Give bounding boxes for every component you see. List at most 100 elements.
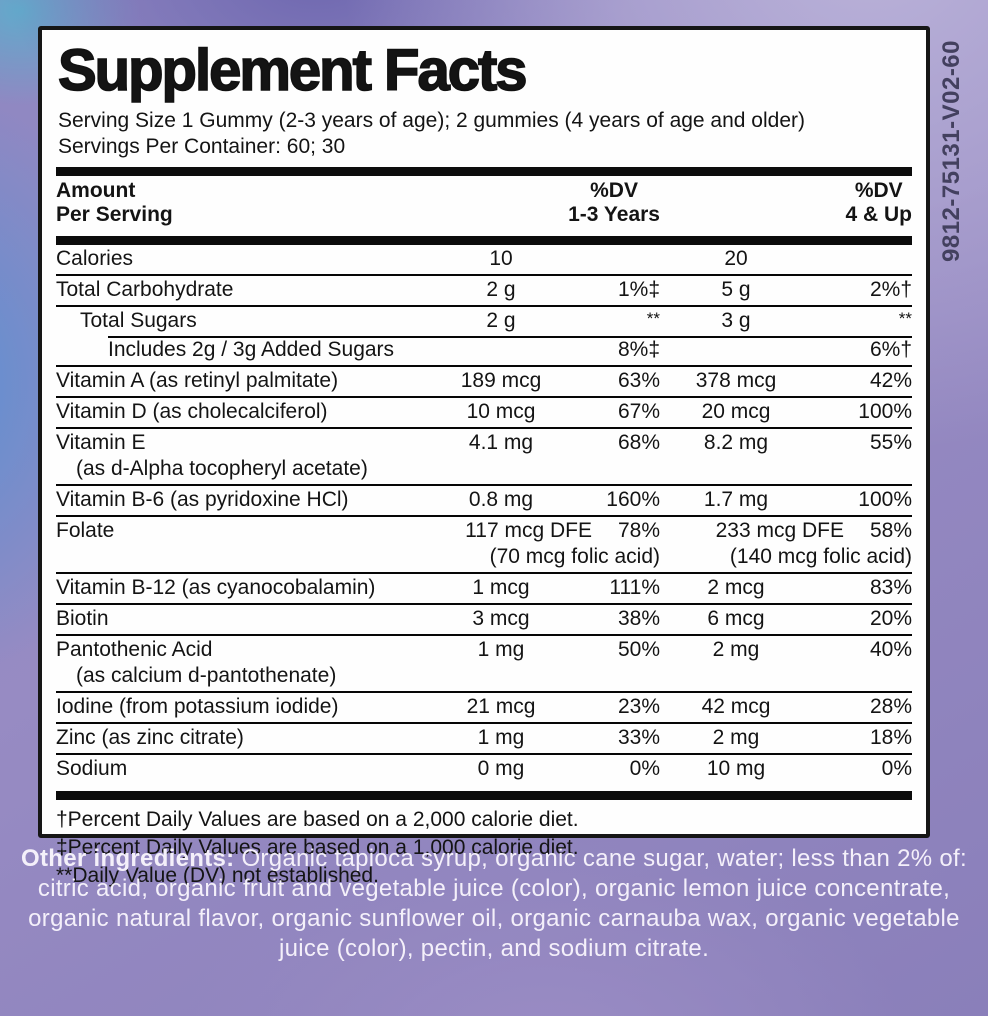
amount-dv-1-3: 117 mcg DFE 78% (70 mcg folic acid) bbox=[442, 518, 660, 570]
table-row: Vitamin E (as d-Alpha tocopheryl acetate)… bbox=[56, 427, 912, 484]
dv-4up: 83% bbox=[869, 576, 912, 599]
column-header-row: Amount Per Serving %DV 1-3 Years %DV 4 &… bbox=[56, 176, 912, 231]
divider-bar-bottom bbox=[56, 791, 912, 800]
amount-4up: 42 mcg bbox=[701, 695, 771, 718]
nutrient-name: Vitamin E (as d-Alpha tocopheryl acetate) bbox=[56, 430, 442, 482]
amount-1-3: 4.1 mg bbox=[468, 431, 534, 454]
amount-1-3: 1 mcg bbox=[472, 576, 530, 599]
dv-1-3: 63% bbox=[617, 369, 660, 392]
nutrient-name-text: Vitamin B-6 (as pyridoxine HCl) bbox=[56, 488, 349, 511]
footnote-dv-not-established: **Daily Value (DV) not established. bbox=[56, 864, 379, 887]
table-row: Calories 10 20 bbox=[56, 245, 912, 274]
nutrient-name-text: Iodine (from potassium iodide) bbox=[56, 695, 339, 718]
amount-4up: 8.2 mg bbox=[703, 431, 769, 454]
nutrient-name-text: Vitamin A (as retinyl palmitate) bbox=[56, 369, 339, 392]
amount-1-3 bbox=[442, 337, 560, 363]
dv-4up: 42% bbox=[869, 369, 912, 392]
dv-1-3: 68% bbox=[617, 431, 660, 454]
amount-dv-4up: 233 mcg DFE 58% (140 mcg folic acid) bbox=[660, 518, 912, 570]
nutrient-name-text: Calories bbox=[56, 247, 134, 270]
amount-1-3: 21 mcg bbox=[466, 695, 536, 718]
nutrient-name: Folate bbox=[56, 518, 442, 570]
dv-4up: 58% bbox=[869, 519, 912, 542]
nutrient-name: Sodium bbox=[56, 756, 442, 782]
dv-1-3: 111% bbox=[609, 576, 660, 599]
amount-1-3: 1 mg bbox=[477, 726, 525, 749]
nutrient-name-text: Total Carbohydrate bbox=[56, 278, 234, 301]
nutrient-name: Vitamin B-12 (as cyanocobalamin) bbox=[56, 575, 442, 601]
nutrient-name: Vitamin D (as cholecalciferol) bbox=[56, 399, 442, 425]
nutrient-name-text: Vitamin D (as cholecalciferol) bbox=[56, 400, 328, 423]
amount-1-3: 10 mcg bbox=[466, 400, 536, 423]
nutrient-name-text: Includes 2g / 3g Added Sugars bbox=[108, 338, 395, 361]
amount-4up: 1.7 mg bbox=[703, 488, 769, 511]
amount-1-3: 117 mcg DFE bbox=[465, 519, 592, 542]
panel-title: Supplement Facts bbox=[57, 38, 528, 103]
nutrient-name: Pantothenic Acid (as calcium d-pantothena… bbox=[56, 637, 442, 689]
column-header-dv-4up: %DV 4 & Up bbox=[845, 179, 912, 226]
product-code-vertical: 9812-75131-V02-60 bbox=[938, 39, 965, 262]
divider-bar-top bbox=[56, 167, 912, 176]
table-row: Vitamin B-12 (as cyanocobalamin) 1 mcg 111… bbox=[56, 572, 912, 603]
amount-4up: 2 mcg bbox=[707, 576, 765, 599]
dv-4up bbox=[812, 246, 912, 272]
nutrient-name: Iodine (from potassium iodide) bbox=[56, 694, 442, 720]
footnotes: †Percent Daily Values are based on a 2,0… bbox=[56, 806, 912, 890]
column-header-amount: Amount Per Serving bbox=[56, 179, 173, 226]
dv-not-established-mark: ** bbox=[646, 309, 660, 328]
dv-1-3: 33% bbox=[617, 726, 660, 749]
amount-4up: 6 mcg bbox=[707, 607, 765, 630]
dv-4up: 100% bbox=[858, 488, 912, 511]
dv-4up: 0% bbox=[881, 757, 912, 780]
dv-4up: 20% bbox=[869, 607, 912, 630]
divider-bar-header bbox=[56, 236, 912, 245]
dv-4up: 6%† bbox=[869, 338, 912, 361]
nutrient-name: Vitamin A (as retinyl palmitate) bbox=[56, 368, 442, 394]
amount-4up-sub: (140 mcg folic acid) bbox=[729, 545, 912, 568]
table-row: Total Sugars 2 g ** 3 g ** bbox=[56, 305, 912, 336]
dv-4up: 55% bbox=[869, 431, 912, 454]
dv-1-3: 78% bbox=[617, 519, 660, 542]
dv-4up: 28% bbox=[869, 695, 912, 718]
servings-per-container-line: Servings Per Container: 60; 30 bbox=[58, 135, 346, 158]
amount-4up: 3 g bbox=[721, 309, 751, 332]
supplement-facts-panel: Supplement Facts Serving Size 1 Gummy (2… bbox=[38, 26, 930, 887]
nutrient-name-text: Total Sugars bbox=[80, 309, 197, 332]
dv-4up: 2%† bbox=[869, 278, 912, 301]
nutrient-name-text: Sodium bbox=[56, 757, 128, 780]
nutrient-name-subtext: (as calcium d-pantothenate) bbox=[76, 664, 337, 687]
dv-4up: 18% bbox=[869, 726, 912, 749]
nutrient-name-text: Pantothenic Acid bbox=[56, 638, 213, 661]
other-ingredients: Other ingredients: Organic tapioca syrup… bbox=[21, 845, 967, 962]
dv-4up: 100% bbox=[858, 400, 912, 423]
nutrient-name: Vitamin B-6 (as pyridoxine HCl) bbox=[56, 487, 442, 513]
table-row: Includes 2g / 3g Added Sugars 8%‡ 6%† bbox=[56, 336, 912, 365]
table-row: Iodine (from potassium iodide) 21 mcg 23% 4… bbox=[56, 691, 912, 722]
table-row: Biotin 3 mcg 38% 6 mcg 20% bbox=[56, 603, 912, 634]
dv-not-established-mark: ** bbox=[898, 309, 912, 328]
table-row: Vitamin B-6 (as pyridoxine HCl) 0.8 mg 160… bbox=[56, 484, 912, 515]
dv-1-3: 160% bbox=[606, 488, 660, 511]
amount-1-3: 2 g bbox=[486, 278, 516, 301]
amount-4up: 5 g bbox=[721, 278, 751, 301]
nutrient-name-text: Biotin bbox=[56, 607, 109, 630]
amount-1-3: 189 mcg bbox=[460, 369, 542, 392]
amount-1-3: 3 mcg bbox=[472, 607, 530, 630]
dv-1-3: 1%‡ bbox=[617, 278, 660, 301]
nutrient-name-text: Zinc (as zinc citrate) bbox=[56, 726, 244, 749]
column-header-dv-1-3: %DV 1-3 Years bbox=[568, 179, 660, 226]
serving-size-line: Serving Size 1 Gummy (2-3 years of age);… bbox=[58, 109, 805, 132]
dv-1-3: ** bbox=[560, 308, 660, 334]
nutrient-name-text: Vitamin E bbox=[56, 431, 146, 454]
dv-1-3: 8%‡ bbox=[617, 338, 660, 361]
table-row: Zinc (as zinc citrate) 1 mg 33% 2 mg 18% bbox=[56, 722, 912, 753]
amount-1-3: 10 bbox=[489, 247, 513, 270]
nutrient-name-text: Vitamin B-12 (as cyanocobalamin) bbox=[56, 576, 376, 599]
dv-1-3: 50% bbox=[617, 638, 660, 661]
other-ingredients-label: Other ingredients: bbox=[21, 845, 235, 872]
amount-4up: 2 mg bbox=[712, 638, 760, 661]
table-row: Vitamin A (as retinyl palmitate) 189 mcg 6… bbox=[56, 365, 912, 396]
footnote-dagger: †Percent Daily Values are based on a 2,0… bbox=[56, 808, 579, 831]
nutrient-name: Zinc (as zinc citrate) bbox=[56, 725, 442, 751]
